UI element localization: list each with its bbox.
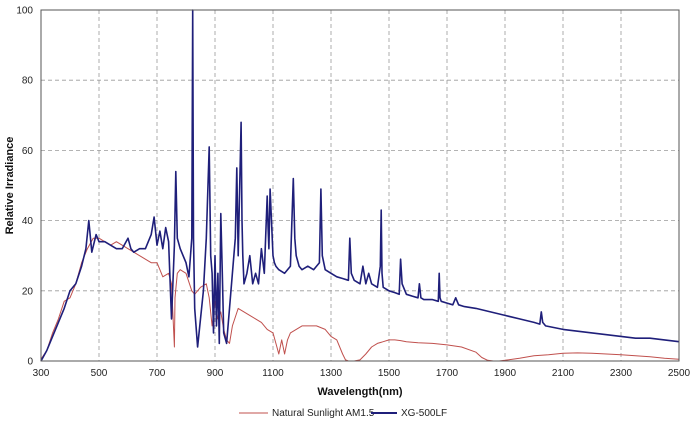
x-tick-label: 700 — [149, 368, 166, 379]
legend-label-xg500lf: XG-500LF — [401, 408, 447, 419]
x-tick-label: 500 — [91, 368, 108, 379]
y-tick-label: 40 — [22, 216, 34, 227]
plot-frame — [40, 9, 680, 362]
x-tick-label: 1900 — [494, 368, 517, 379]
legend: Natural Sunlight AM1.5 XG-500LF — [239, 408, 447, 419]
x-tick-label: 2500 — [668, 368, 691, 379]
x-axis-title: Wavelength(nm) — [317, 386, 402, 398]
x-tick-label: 2300 — [610, 368, 633, 379]
x-tick-label: 900 — [207, 368, 224, 379]
x-tick-label: 1100 — [262, 368, 284, 379]
y-tick-label: 20 — [22, 286, 34, 297]
y-axis-title: Relative Irradiance — [4, 137, 16, 235]
legend-label-sunlight: Natural Sunlight AM1.5 — [272, 408, 375, 419]
y-tick-label: 80 — [22, 76, 34, 87]
x-tick-label: 300 — [33, 368, 50, 379]
grid — [41, 10, 679, 361]
y-axis-ticks: 0 20 40 60 80 100 — [16, 6, 33, 368]
y-tick-label: 60 — [22, 146, 34, 157]
x-tick-label: 1700 — [436, 368, 459, 379]
series-line-xg500lf — [40, 9, 680, 362]
y-tick-label: 0 — [27, 357, 33, 368]
x-tick-label: 1500 — [378, 368, 401, 379]
y-tick-label: 100 — [16, 6, 33, 17]
plot-series — [40, 9, 680, 362]
x-axis-ticks: 300 500 700 900 1100 1300 1500 1700 1900 2100 2300… — [33, 368, 691, 379]
x-tick-label: 1300 — [320, 368, 343, 379]
series-line-sunlight — [40, 237, 680, 362]
x-tick-label: 2100 — [552, 368, 575, 379]
